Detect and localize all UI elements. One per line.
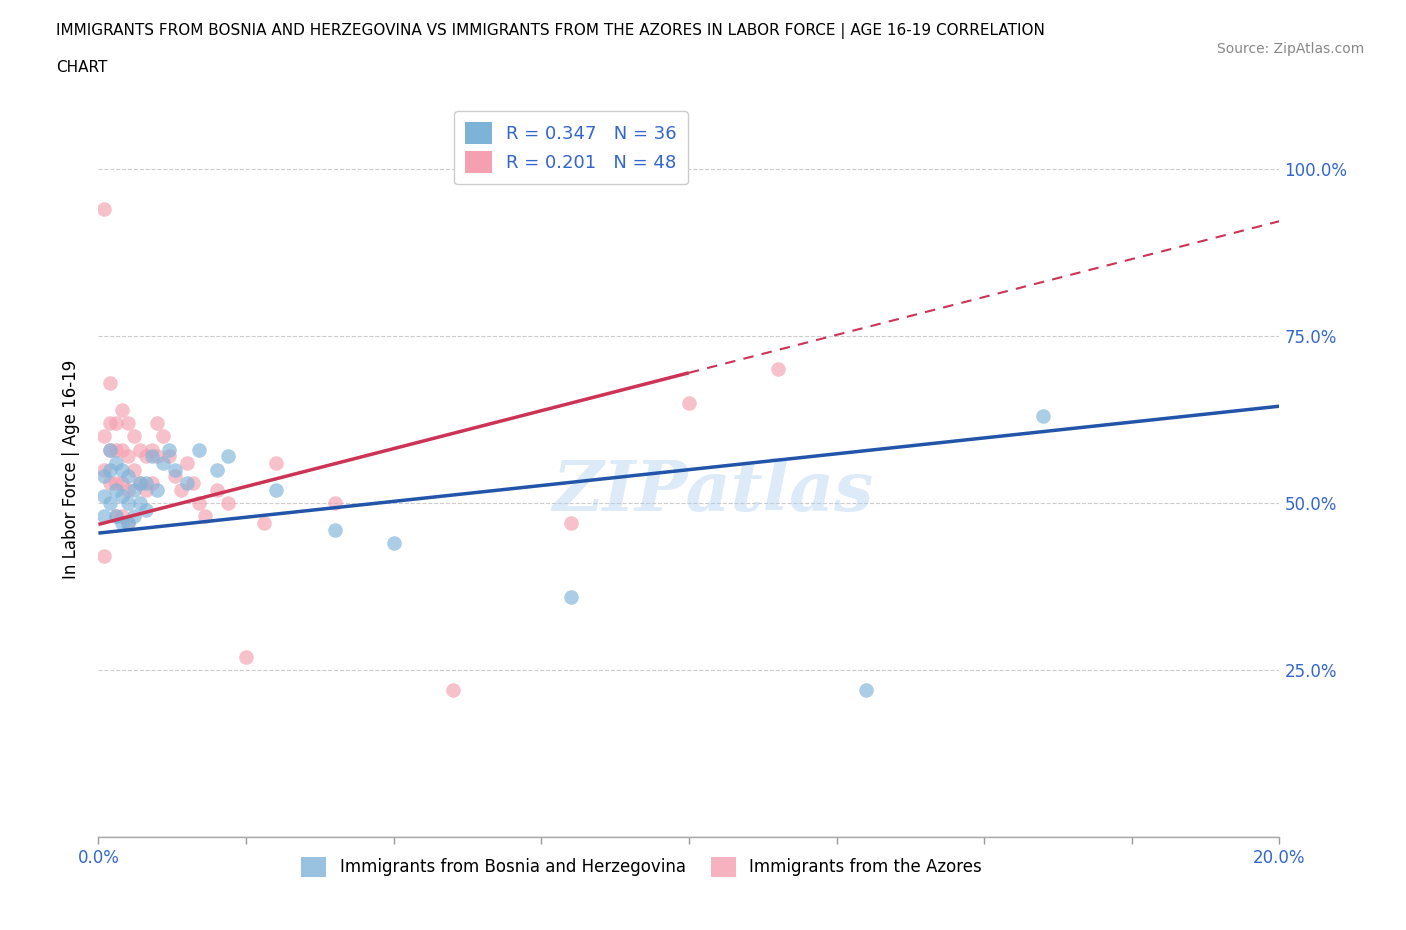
Point (1032, 409, 1054, 424)
Point (194, 509, 217, 524)
Point (105, 416, 128, 431)
Point (105, 475, 128, 490)
Point (235, 649, 257, 664)
Point (93, 489, 115, 504)
Point (855, 683, 877, 698)
Point (93, 462, 115, 477)
Point (560, 515, 582, 530)
Point (128, 496, 150, 511)
Text: IMMIGRANTS FROM BOSNIA AND HERZEGOVINA VS IMMIGRANTS FROM THE AZORES IN LABOR FO: IMMIGRANTS FROM BOSNIA AND HERZEGOVINA V… (56, 23, 1045, 39)
Point (253, 515, 276, 530)
Point (128, 442, 150, 457)
Point (122, 483, 145, 498)
Point (146, 483, 169, 498)
Point (141, 475, 163, 490)
Point (560, 589, 582, 604)
Legend: Immigrants from Bosnia and Herzegovina, Immigrants from the Azores: Immigrants from Bosnia and Herzegovina, … (295, 850, 988, 883)
Text: ZIPatlas: ZIPatlas (553, 458, 873, 525)
Point (93, 509, 115, 524)
Point (152, 429, 174, 444)
Y-axis label: In Labor Force | Age 16-19: In Labor Force | Age 16-19 (62, 360, 80, 579)
Point (98, 442, 121, 457)
Point (111, 515, 134, 530)
Point (111, 462, 134, 477)
Point (157, 442, 180, 457)
Point (117, 515, 139, 530)
Point (170, 483, 193, 498)
Point (205, 462, 228, 477)
Point (766, 362, 789, 377)
Point (187, 442, 209, 457)
Point (323, 523, 346, 538)
Point (105, 483, 128, 498)
Point (217, 449, 239, 464)
Point (382, 536, 405, 551)
Point (122, 429, 145, 444)
Point (105, 509, 128, 524)
Point (146, 416, 169, 431)
Point (98, 462, 121, 477)
Point (141, 442, 163, 457)
Point (111, 402, 134, 417)
Point (135, 502, 157, 517)
Point (98, 475, 121, 490)
Point (157, 449, 180, 464)
Point (98, 496, 121, 511)
Point (146, 449, 169, 464)
Point (135, 475, 157, 490)
Point (205, 483, 228, 498)
Point (111, 442, 134, 457)
Point (117, 416, 139, 431)
Point (93, 429, 115, 444)
Point (441, 683, 464, 698)
Point (165, 462, 187, 477)
Point (98, 416, 121, 431)
Point (105, 456, 128, 471)
Point (111, 475, 134, 490)
Point (264, 483, 287, 498)
Point (122, 462, 145, 477)
Point (111, 489, 134, 504)
Point (264, 456, 287, 471)
Point (93, 469, 115, 484)
Point (117, 515, 139, 530)
Point (176, 456, 198, 471)
Point (122, 509, 145, 524)
Point (135, 483, 157, 498)
Point (117, 496, 139, 511)
Point (141, 449, 163, 464)
Point (117, 449, 139, 464)
Point (117, 469, 139, 484)
Point (181, 475, 204, 490)
Point (111, 509, 134, 524)
Point (98, 442, 121, 457)
Point (105, 442, 128, 457)
Point (323, 496, 346, 511)
Point (93, 202, 115, 217)
Point (128, 475, 150, 490)
Point (176, 475, 198, 490)
Point (678, 395, 700, 410)
Point (105, 509, 128, 524)
Point (165, 469, 187, 484)
Text: Source: ZipAtlas.com: Source: ZipAtlas.com (1216, 42, 1364, 56)
Point (98, 376, 121, 391)
Point (217, 496, 239, 511)
Point (93, 549, 115, 564)
Point (117, 483, 139, 498)
Text: CHART: CHART (56, 60, 108, 75)
Point (128, 475, 150, 490)
Point (152, 456, 174, 471)
Point (187, 496, 209, 511)
Point (135, 449, 157, 464)
